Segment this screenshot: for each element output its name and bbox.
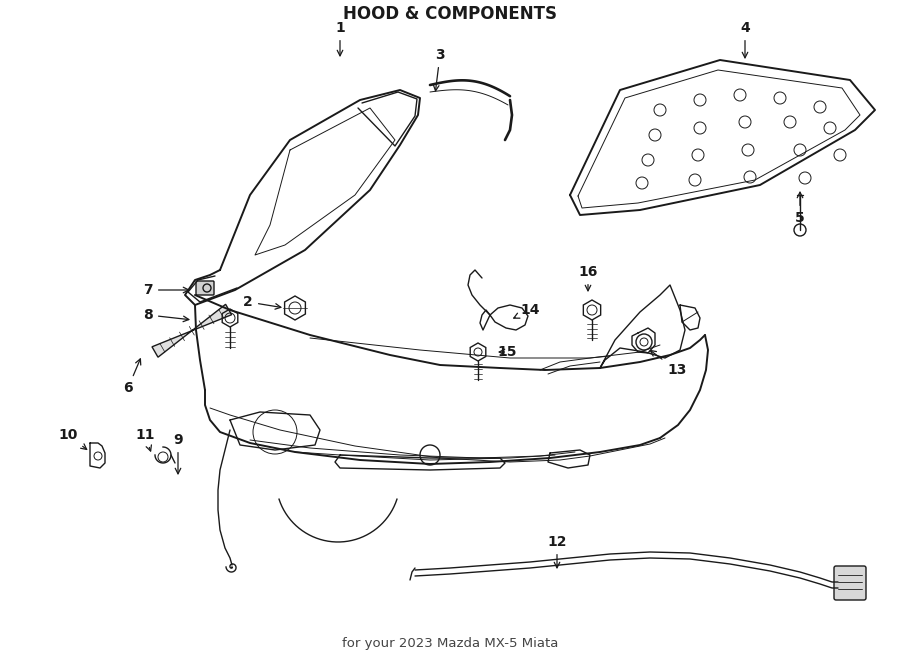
Text: 9: 9 — [173, 433, 183, 474]
Text: 6: 6 — [123, 359, 140, 395]
Text: 5: 5 — [795, 192, 805, 225]
FancyBboxPatch shape — [834, 566, 866, 600]
Text: 2: 2 — [243, 295, 281, 309]
Text: 14: 14 — [514, 303, 540, 318]
Text: 12: 12 — [547, 535, 567, 568]
FancyBboxPatch shape — [196, 281, 214, 295]
Text: 4: 4 — [740, 21, 750, 58]
Text: 7: 7 — [143, 283, 189, 297]
Text: 11: 11 — [135, 428, 155, 451]
Text: 1: 1 — [335, 21, 345, 56]
Text: 15: 15 — [498, 345, 517, 359]
Text: 16: 16 — [579, 265, 598, 291]
Text: 8: 8 — [143, 308, 189, 322]
Text: 13: 13 — [651, 350, 687, 377]
Text: HOOD & COMPONENTS: HOOD & COMPONENTS — [343, 5, 557, 23]
Text: 3: 3 — [434, 48, 445, 91]
Text: 10: 10 — [58, 428, 86, 449]
Polygon shape — [152, 304, 231, 357]
Text: for your 2023 Mazda MX-5 Miata: for your 2023 Mazda MX-5 Miata — [342, 637, 558, 650]
